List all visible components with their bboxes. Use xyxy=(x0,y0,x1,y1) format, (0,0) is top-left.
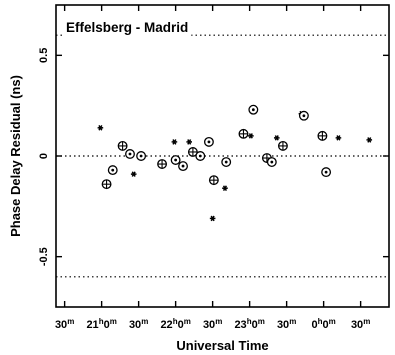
circled-plus-marker xyxy=(317,130,328,141)
star-marker xyxy=(97,125,104,131)
data-markers xyxy=(97,104,373,222)
star-marker xyxy=(273,135,280,141)
x-tick-label: 30m xyxy=(351,317,370,331)
x-tick-label: 23h0m xyxy=(234,317,264,331)
y-tick-label: -0.5 xyxy=(38,247,50,266)
star-marker xyxy=(366,137,373,143)
x-tick-label: 30m xyxy=(203,317,222,331)
x-tick-label: 30m xyxy=(55,317,74,331)
star-marker xyxy=(171,139,178,145)
chart-title-background xyxy=(63,19,192,36)
circled-dot-marker xyxy=(125,149,135,159)
y-axis-label: Phase Delay Residual (ns) xyxy=(8,75,23,237)
circled-dot-marker xyxy=(178,161,188,172)
circled-dot-marker xyxy=(136,151,147,161)
circled-dot-marker xyxy=(221,157,232,167)
circled-plus-marker xyxy=(187,147,198,157)
chart-title: Effelsberg - Madrid xyxy=(66,20,188,35)
circled-dot-marker xyxy=(195,151,206,161)
x-tick-label: 30m xyxy=(129,317,148,331)
circled-dot-marker xyxy=(321,167,332,178)
star-marker xyxy=(222,185,228,192)
star-marker xyxy=(209,215,216,222)
circled-plus-marker xyxy=(208,175,219,186)
circled-dot-marker xyxy=(248,104,259,115)
circled-dot-marker xyxy=(170,155,181,165)
star-marker xyxy=(130,171,137,177)
reference-lines xyxy=(56,34,389,278)
x-tick-label: 21h0m xyxy=(86,317,116,331)
y-tick-label: 0 xyxy=(38,153,50,159)
x-tick-label: 0h0m xyxy=(312,317,336,331)
circled-dot-marker xyxy=(298,110,309,121)
x-tick-label: 30m xyxy=(277,317,296,331)
circled-plus-marker xyxy=(238,128,249,139)
x-tick-label: 22h0m xyxy=(160,317,190,331)
star-marker xyxy=(186,139,192,145)
circled-dot-marker xyxy=(266,157,277,167)
circled-dot-marker xyxy=(203,136,214,147)
x-axis-label: Universal Time xyxy=(176,338,268,353)
circled-plus-marker xyxy=(101,179,112,190)
axis-ticks: 30m 21h0m 30m 22h0m 30m 23h0m 30m 0h0m 30m 0.5 0 -0… xyxy=(38,5,389,331)
star-marker xyxy=(248,133,254,139)
circled-plus-marker xyxy=(157,159,168,170)
y-tick-label: 0.5 xyxy=(38,48,50,63)
circled-plus-marker xyxy=(117,140,128,151)
star-marker xyxy=(335,135,342,141)
circled-dot-marker xyxy=(107,165,118,176)
circled-plus-marker xyxy=(277,140,288,151)
